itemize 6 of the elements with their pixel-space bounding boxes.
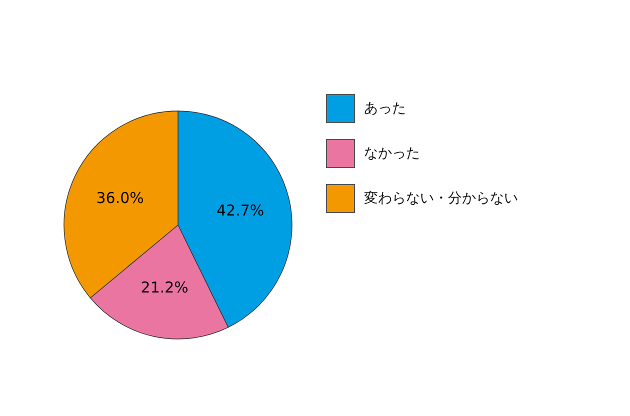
legend-label: 変わらない・分からない bbox=[364, 190, 518, 206]
legend-label: なかった bbox=[364, 146, 420, 162]
legend-label: あった bbox=[364, 100, 406, 116]
data-label: 21.2% bbox=[140, 278, 188, 297]
data-label: 36.0% bbox=[96, 188, 144, 207]
data-label: 42.7% bbox=[216, 202, 264, 220]
